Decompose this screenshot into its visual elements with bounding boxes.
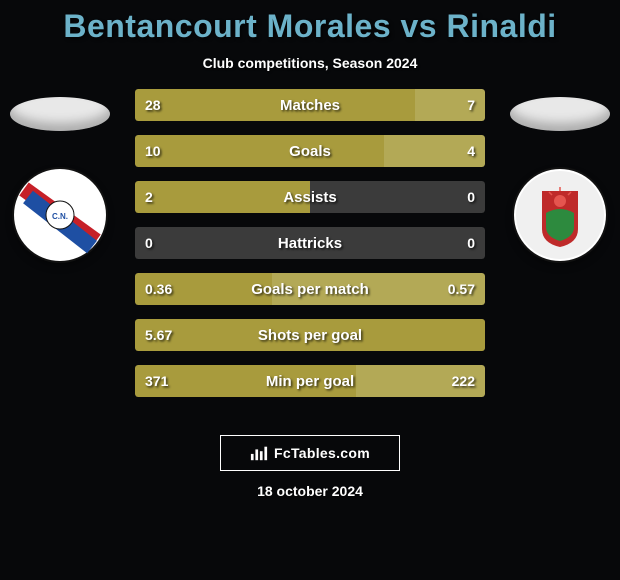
comparison-panel: C.N. 287Matches 104Goals 20Assists 00Hattri… bbox=[0, 89, 620, 429]
stat-row: 20Assists bbox=[135, 181, 485, 213]
stat-row: 0.360.57Goals per match bbox=[135, 273, 485, 305]
stat-row: 287Matches bbox=[135, 89, 485, 121]
stat-label: Goals per match bbox=[135, 273, 485, 305]
chart-icon bbox=[250, 444, 268, 462]
stat-row: 5.67Shots per goal bbox=[135, 319, 485, 351]
page-title: Bentancourt Morales vs Rinaldi bbox=[0, 0, 620, 45]
svg-text:C.N.: C.N. bbox=[52, 212, 68, 221]
stat-label: Min per goal bbox=[135, 365, 485, 397]
stat-bars: 287Matches 104Goals 20Assists 00Hattricks 0.… bbox=[135, 89, 485, 411]
right-country-flag-icon bbox=[510, 97, 610, 131]
stat-row: 00Hattricks bbox=[135, 227, 485, 259]
left-player-column: C.N. bbox=[5, 89, 115, 261]
date-text: 18 october 2024 bbox=[0, 483, 620, 499]
left-club-badge-icon: C.N. bbox=[14, 169, 106, 261]
branding-text: FcTables.com bbox=[274, 445, 370, 461]
stat-label: Assists bbox=[135, 181, 485, 213]
stat-row: 104Goals bbox=[135, 135, 485, 167]
right-player-column bbox=[505, 89, 615, 261]
stat-label: Goals bbox=[135, 135, 485, 167]
branding-box[interactable]: FcTables.com bbox=[220, 435, 400, 471]
stat-label: Matches bbox=[135, 89, 485, 121]
page-subtitle: Club competitions, Season 2024 bbox=[0, 55, 620, 71]
stat-row: 371222Min per goal bbox=[135, 365, 485, 397]
right-club-badge-icon bbox=[514, 169, 606, 261]
left-country-flag-icon bbox=[10, 97, 110, 131]
stat-label: Hattricks bbox=[135, 227, 485, 259]
stat-label: Shots per goal bbox=[135, 319, 485, 351]
